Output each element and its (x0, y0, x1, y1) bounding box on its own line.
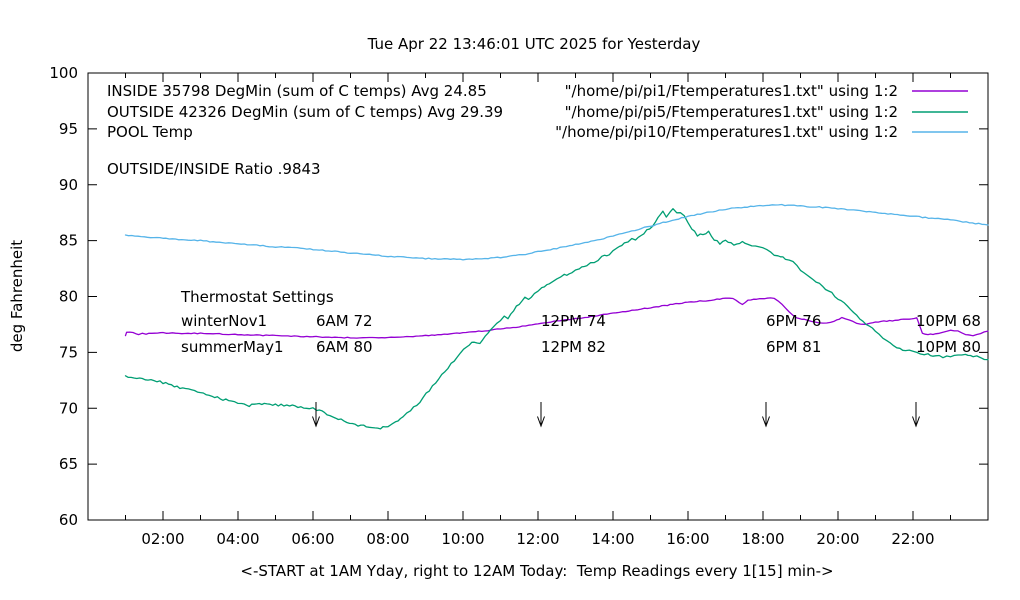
x-tick-label: 06:00 (291, 530, 334, 548)
legend-label-inside: INSIDE 35798 DegMin (sum of C temps) Avg… (107, 82, 487, 100)
legend-file-outside: "/home/pi/pi5/Ftemperatures1.txt" using … (565, 103, 898, 121)
thermostat-entry: 10PM 80 (916, 338, 981, 356)
down-arrow-head (312, 416, 320, 428)
legend-label-pool: POOL Temp (107, 123, 193, 141)
legend-label-outside: OUTSIDE 42326 DegMin (sum of C temps) Av… (107, 103, 503, 121)
thermostat-entry: 6PM 76 (766, 312, 821, 330)
x-axis-label: <-START at 1AM Yday, right to 12AM Today… (240, 562, 833, 580)
y-tick-label: 85 (59, 232, 78, 250)
x-tick-label: 14:00 (591, 530, 634, 548)
axis-tick-labels: 02:00 04:00 06:00 08:00 10:00 12:00 14:00 16:00… (49, 64, 934, 548)
x-tick-label: 08:00 (366, 530, 409, 548)
thermostat-row-summer: summerMay1 (181, 338, 284, 356)
thermostat-heading: Thermostat Settings (180, 288, 334, 306)
x-tick-label: 12:00 (516, 530, 559, 548)
thermostat-entry: 6AM 72 (316, 312, 373, 330)
series-line-pool (124, 203, 989, 261)
y-axis-label: deg Fahrenheit (8, 240, 26, 352)
x-tick-label: 16:00 (666, 530, 709, 548)
y-tick-label: 70 (59, 399, 78, 417)
y-tick-label: 95 (59, 120, 78, 138)
series-line-outside (124, 208, 989, 430)
chart-title: Tue Apr 22 13:46:01 UTC 2025 for Yesterd… (367, 35, 701, 53)
series-line-inside (124, 297, 989, 339)
x-tick-label: 04:00 (216, 530, 259, 548)
y-tick-label: 80 (59, 288, 78, 306)
y-tick-label: 100 (49, 64, 78, 82)
x-tick-label: 20:00 (816, 530, 859, 548)
legend-file-pool: "/home/pi/pi10/Ftemperatures1.txt" using… (555, 123, 898, 141)
y-tick-label: 75 (59, 343, 78, 361)
y-tick-label: 60 (59, 511, 78, 529)
y-tick-label: 65 (59, 455, 78, 473)
thermostat-entry: 6PM 81 (766, 338, 821, 356)
x-tick-label: 18:00 (741, 530, 784, 548)
thermostat-entry: 12PM 82 (541, 338, 606, 356)
down-arrow-head (537, 416, 545, 428)
series-lines (124, 203, 989, 430)
thermostat-entry: 10PM 68 (916, 312, 981, 330)
ratio-note: OUTSIDE/INSIDE Ratio .9843 (107, 160, 321, 178)
legend-file-inside: "/home/pi/pi1/Ftemperatures1.txt" using … (565, 82, 898, 100)
down-arrow-head (762, 416, 770, 428)
y-tick-label: 90 (59, 176, 78, 194)
legend-swatches (912, 90, 968, 133)
x-tick-label: 22:00 (891, 530, 934, 548)
thermostat-entry: 12PM 74 (541, 312, 606, 330)
down-arrow-head (912, 416, 920, 428)
x-tick-label: 10:00 (441, 530, 484, 548)
axis-ticks (88, 72, 988, 521)
time-marker-arrows (312, 402, 920, 428)
thermostat-entry: 6AM 80 (316, 338, 373, 356)
thermostat-entries: 6AM 72 12PM 74 6PM 76 10PM 68 6AM 80 12PM 82 6… (316, 312, 981, 356)
thermostat-row-winter: winterNov1 (181, 312, 267, 330)
x-tick-label: 02:00 (141, 530, 184, 548)
